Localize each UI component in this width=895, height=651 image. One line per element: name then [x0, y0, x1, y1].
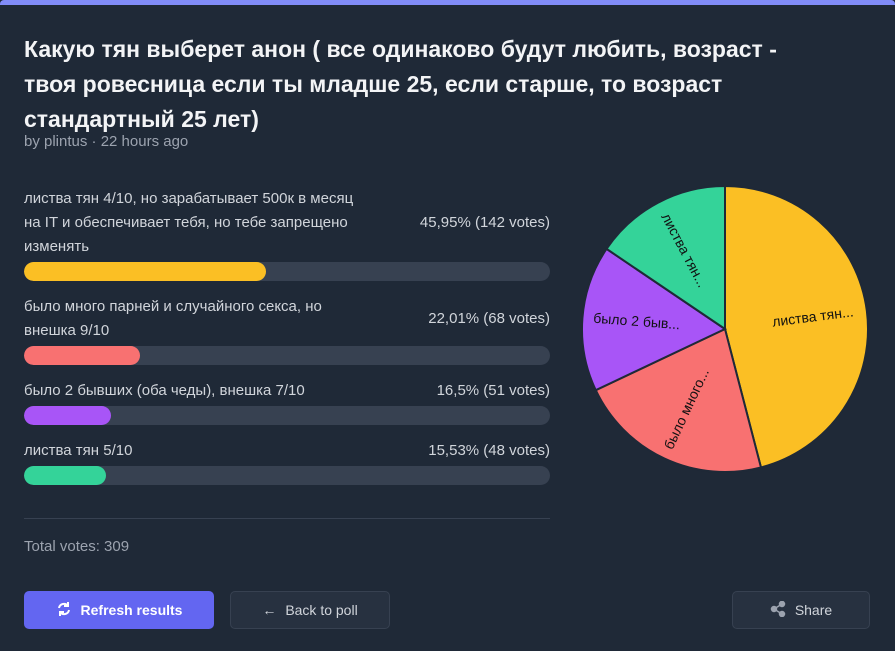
refresh-icon: [56, 601, 72, 620]
back-label: Back to poll: [285, 602, 358, 618]
option-percent: 22,01% (68 votes): [428, 310, 550, 327]
progress-fill: [24, 466, 106, 485]
pie-label: было 2 быв...: [593, 310, 681, 333]
arrow-left-icon: ←: [262, 602, 277, 618]
total-votes: Total votes: 309: [24, 538, 130, 555]
pie-slice: [581, 247, 728, 392]
pie-chart: листва тян...было много...было 2 быв...л…: [581, 184, 869, 473]
progress-bar: [24, 346, 550, 365]
share-button[interactable]: Share: [732, 591, 870, 629]
pie-slice: [594, 327, 763, 473]
pie-slice: [605, 184, 726, 331]
back-to-poll-button[interactable]: ← Back to poll: [230, 591, 390, 629]
progress-bar: [24, 466, 550, 485]
divider: [24, 518, 550, 519]
pie-slice: [724, 184, 869, 469]
option-result: 45,95% (142 votes) листва тян 4/10, но з…: [24, 187, 550, 287]
share-label: Share: [794, 602, 833, 618]
option-label: было 2 бывших (оба чеды), внешка 7/10: [24, 382, 305, 399]
poll-title: Какую тян выберет анон ( все одинаково б…: [24, 36, 777, 132]
progress-bar: [24, 262, 550, 281]
progress-bar: [24, 406, 550, 425]
poll-meta: by plintus · 22 hours ago: [24, 133, 189, 150]
accent-bar: [0, 0, 895, 5]
option-label: листва тян 4/10, но зарабатывает 500к в …: [24, 190, 354, 255]
progress-fill: [24, 262, 266, 281]
refresh-label: Refresh results: [80, 602, 183, 618]
option-result: 16,5% (51 votes) было 2 бывших (оба чеды…: [24, 379, 550, 429]
refresh-results-button[interactable]: Refresh results: [24, 591, 214, 629]
share-icon: [770, 600, 786, 620]
progress-fill: [24, 346, 140, 365]
option-percent: 45,95% (142 votes): [419, 214, 550, 231]
option-result: 22,01% (68 votes) было много парней и сл…: [24, 295, 550, 375]
option-label: листва тян 5/10: [24, 442, 133, 459]
option-percent: 16,5% (51 votes): [436, 382, 550, 399]
progress-fill: [24, 406, 111, 425]
option-percent: 15,53% (48 votes): [428, 442, 550, 459]
option-result: 15,53% (48 votes) листва тян 5/10: [24, 439, 550, 489]
option-label: было много парней и случайного секса, но…: [24, 298, 322, 339]
